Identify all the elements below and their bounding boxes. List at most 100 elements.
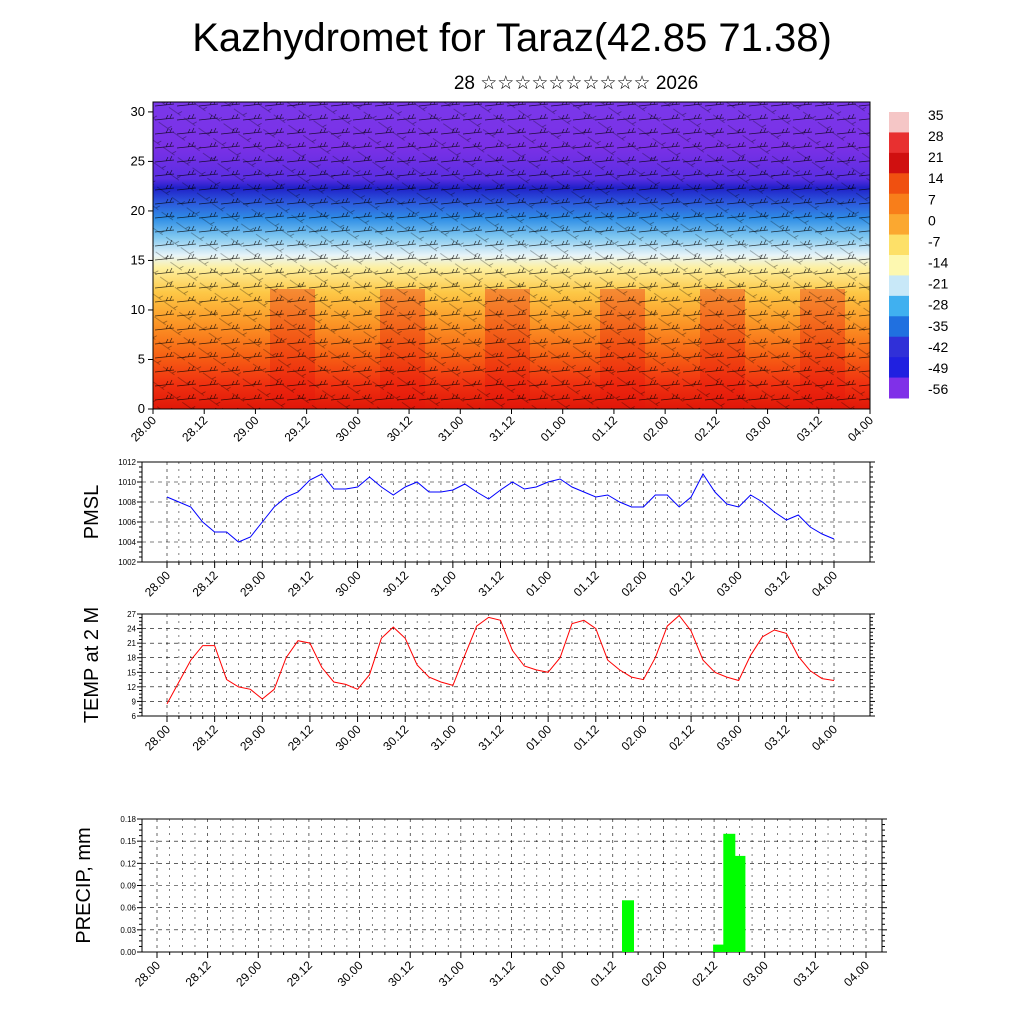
precip-bar xyxy=(733,855,746,952)
colorbar-segment xyxy=(889,255,909,276)
x-tick-label: 02.12 xyxy=(689,958,720,989)
colorbar-segment xyxy=(889,132,909,154)
colorbar-segment xyxy=(889,234,909,256)
x-tick-label: 01.12 xyxy=(571,722,602,753)
y-tick-label: 0.15 xyxy=(120,837,136,846)
y-axis-label: PMSL xyxy=(81,485,103,539)
y-tick-label: 1010 xyxy=(118,478,136,487)
x-tick-label: 29.00 xyxy=(230,413,261,444)
colorbar-segment xyxy=(889,152,909,174)
colorbar-segment xyxy=(889,173,909,195)
x-tick-label: 28.00 xyxy=(132,958,163,989)
x-tick-label: 30.00 xyxy=(333,722,364,753)
x-tick-label: 31.00 xyxy=(428,568,459,599)
x-tick-label: 29.12 xyxy=(285,722,316,753)
x-tick-label: 01.12 xyxy=(589,413,620,444)
x-tick-label: 02.00 xyxy=(638,958,669,989)
x-tick-label: 03.12 xyxy=(790,958,821,989)
y-tick-label: 1006 xyxy=(118,518,136,527)
x-tick-label: 04.00 xyxy=(809,722,840,753)
precip-panel: 28.00 28.12 29.00 29.12 30.00 30.12 31.00 31.12… xyxy=(73,815,887,989)
x-tick-label: 31.00 xyxy=(428,722,459,753)
colorbar-label: 0 xyxy=(928,212,936,228)
x-tick-label: 04.00 xyxy=(845,413,876,444)
x-tick-label: 28.12 xyxy=(179,413,210,444)
x-tick-label: 31.12 xyxy=(475,568,506,599)
y-tick-label: 15 xyxy=(131,252,145,267)
colorbar-label: -14 xyxy=(928,255,948,271)
y-tick-label: 21 xyxy=(127,639,136,648)
y-tick-label: 0.03 xyxy=(120,926,136,935)
colorbar-label: 7 xyxy=(928,191,936,207)
x-tick-label: 02.00 xyxy=(640,413,671,444)
pmsl-series-line xyxy=(166,473,835,543)
x-tick-label: 02.00 xyxy=(618,722,649,753)
colorbar-label: -49 xyxy=(928,360,948,376)
precip-bar xyxy=(723,833,736,952)
y-tick-label: 0.09 xyxy=(120,882,136,891)
y-tick-label: 0.12 xyxy=(120,859,136,868)
colorbar: 35 28 21 14 7 0 -7 -14 -21 -28 -35 -42 -49 -56 xyxy=(889,107,948,399)
x-tick-label: 29.00 xyxy=(237,722,268,753)
x-tick-label: 03.00 xyxy=(714,568,745,599)
x-tick-label: 03.00 xyxy=(743,413,774,444)
colorbar-segment xyxy=(889,275,909,297)
colorbar-segment xyxy=(889,357,909,379)
y-tick-label: 25 xyxy=(131,153,145,168)
y-tick-label: 15 xyxy=(127,668,136,677)
x-tick-label: 01.00 xyxy=(523,722,554,753)
y-axis-label: TEMP at 2 M xyxy=(81,607,103,723)
x-tick-label: 28.00 xyxy=(142,722,173,753)
x-tick-label: 01.12 xyxy=(571,568,602,599)
x-tick-label: 02.00 xyxy=(618,568,649,599)
precip-bar xyxy=(622,900,634,952)
x-tick-label: 30.12 xyxy=(384,413,415,444)
colorbar-segment xyxy=(889,316,909,338)
x-tick-label: 30.12 xyxy=(385,958,416,989)
y-tick-label: 1004 xyxy=(118,538,136,547)
x-tick-label: 28.12 xyxy=(183,958,214,989)
x-tick-label: 28.00 xyxy=(142,568,173,599)
x-tick-label: 31.00 xyxy=(435,413,466,444)
y-tick-label: 0.18 xyxy=(120,815,136,824)
y-tick-label: 0.06 xyxy=(120,904,136,913)
x-tick-label: 02.12 xyxy=(666,722,697,753)
x-tick-label: 03.12 xyxy=(761,722,792,753)
x-tick-label: 29.12 xyxy=(284,958,315,989)
x-tick-label: 31.12 xyxy=(486,958,517,989)
y-axis-label: PRECIP, mm xyxy=(73,827,95,943)
colorbar-segment xyxy=(889,336,909,358)
x-tick-label: 31.12 xyxy=(486,413,517,444)
x-tick-label: 31.12 xyxy=(475,722,506,753)
colorbar-label: -35 xyxy=(928,318,948,334)
colorbar-label: -28 xyxy=(928,297,948,313)
y-tick-label: 18 xyxy=(127,654,136,663)
x-tick-label: 04.00 xyxy=(841,958,872,989)
x-tick-label: 29.12 xyxy=(285,568,316,599)
colorbar-label: -21 xyxy=(928,276,948,292)
temp-panel: 28.00 28.12 29.00 29.12 30.00 30.12 31.00 31.12… xyxy=(81,607,875,753)
x-tick-label: 31.00 xyxy=(436,958,467,989)
x-tick-label: 29.00 xyxy=(233,958,264,989)
y-tick-label: 1002 xyxy=(118,558,136,567)
precip-bar xyxy=(713,944,726,952)
y-tick-label: 27 xyxy=(127,610,136,619)
x-tick-label: 01.00 xyxy=(538,413,569,444)
y-tick-label: 1012 xyxy=(118,458,136,467)
colorbar-segment xyxy=(889,377,909,399)
panel-frame xyxy=(141,461,871,563)
y-tick-label: 9 xyxy=(132,697,137,706)
y-tick-label: 10 xyxy=(131,302,145,317)
page-title: Kazhydromet for Taraz(42.85 71.38) xyxy=(192,16,832,60)
page-subtitle: 28 ☆☆☆☆☆☆☆☆☆☆ 2026 xyxy=(453,73,699,94)
y-tick-label: 24 xyxy=(127,625,136,634)
x-tick-label: 01.00 xyxy=(537,958,568,989)
colorbar-segment xyxy=(889,112,909,133)
x-tick-label: 01.00 xyxy=(523,568,554,599)
x-tick-label: 30.00 xyxy=(333,413,364,444)
colorbar-label: 28 xyxy=(928,128,944,144)
x-tick-label: 04.00 xyxy=(809,568,840,599)
y-tick-label: 5 xyxy=(138,351,145,366)
panel-frame xyxy=(141,613,871,717)
x-tick-label: 03.00 xyxy=(714,722,745,753)
